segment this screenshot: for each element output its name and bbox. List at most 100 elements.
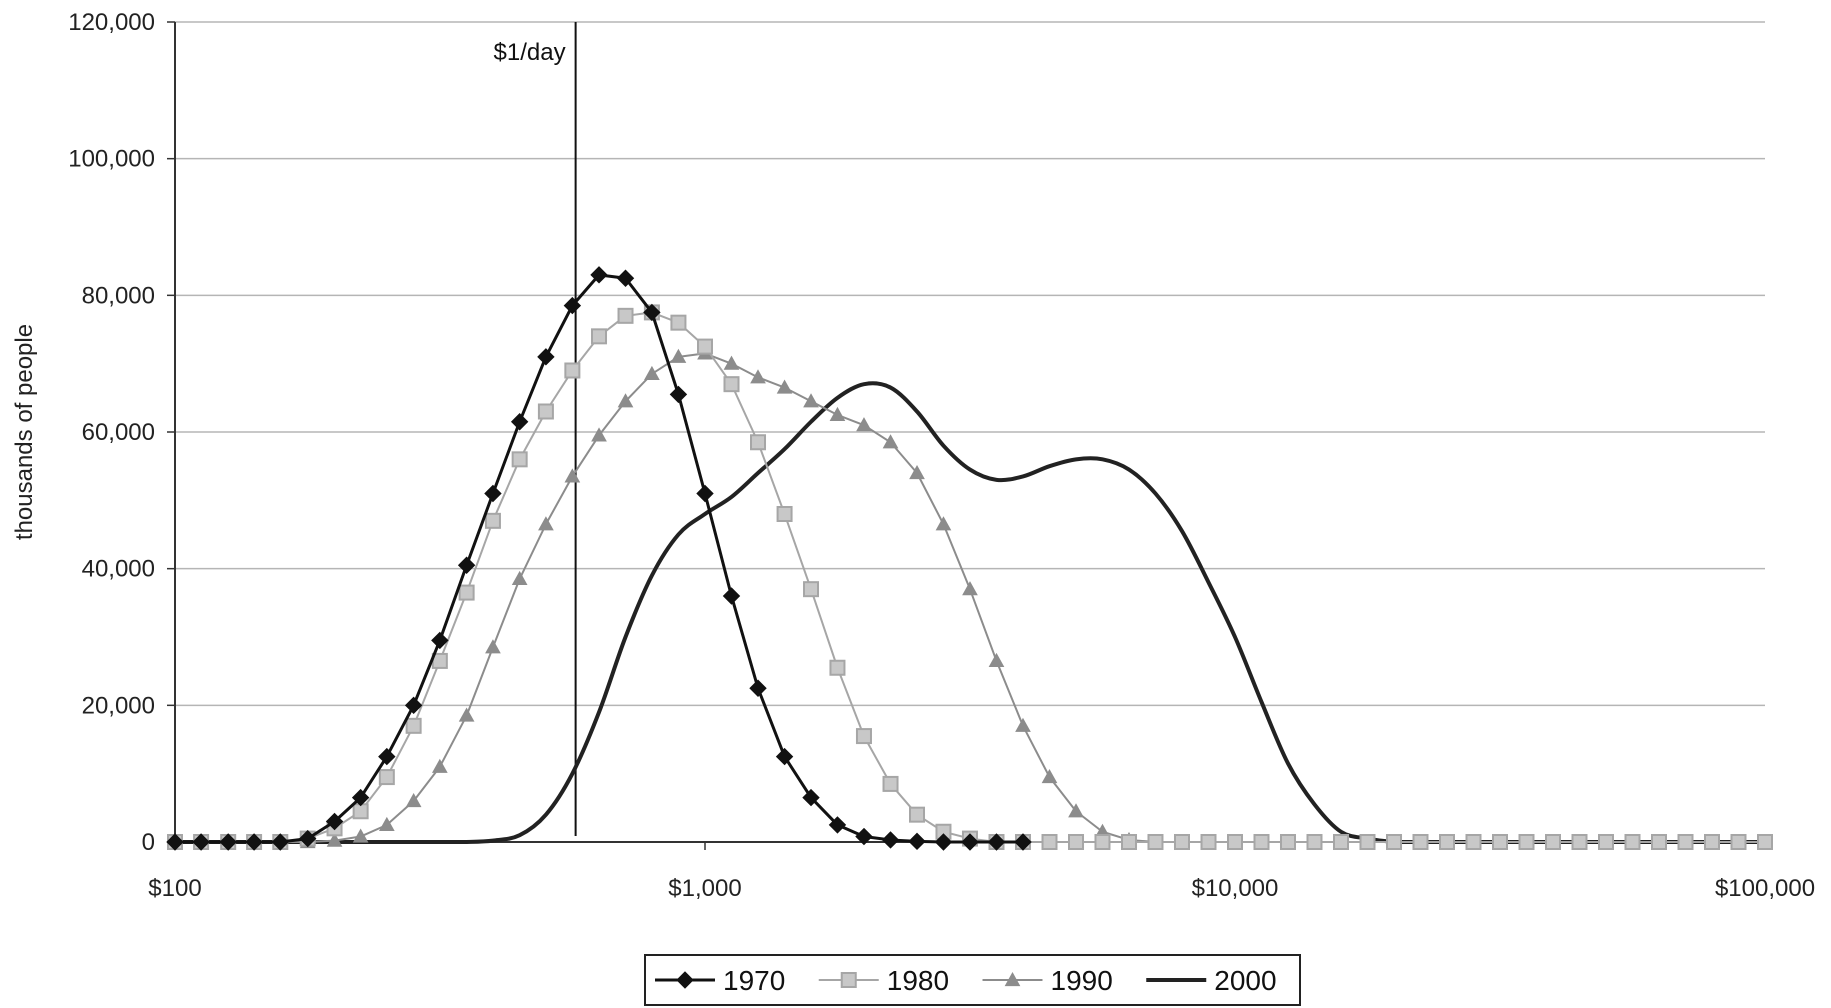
data-point <box>537 403 554 420</box>
data-point <box>1545 834 1562 850</box>
data-point <box>616 269 635 287</box>
y-tick-label: 40,000 <box>82 556 155 583</box>
data-point <box>1730 834 1747 850</box>
data-point <box>669 385 688 404</box>
data-point <box>219 833 237 851</box>
legend-item-1980: 1980 <box>818 965 949 996</box>
data-point <box>750 434 767 451</box>
data-point <box>405 792 422 808</box>
data-point <box>1014 833 1032 851</box>
data-point <box>909 464 925 480</box>
data-point <box>722 587 741 605</box>
data-point <box>1412 834 1429 850</box>
data-point <box>563 296 582 315</box>
series-1970 <box>166 266 1032 851</box>
data-point <box>484 484 502 503</box>
y-tick-label: 100,000 <box>68 146 155 173</box>
data-point <box>564 362 581 379</box>
data-point <box>670 314 687 331</box>
legend-item-2000: 2000 <box>1146 965 1277 996</box>
data-point <box>510 413 529 431</box>
data-point <box>855 728 872 745</box>
data-point <box>1386 834 1403 850</box>
data-point <box>590 266 608 284</box>
data-point <box>1571 834 1588 850</box>
data-point <box>855 827 873 846</box>
data-point <box>352 828 369 843</box>
y-tick-label: 80,000 <box>82 282 155 309</box>
data-point <box>935 516 952 531</box>
data-point <box>485 639 501 654</box>
data-point <box>882 434 899 449</box>
data-point <box>749 679 767 697</box>
data-point <box>431 631 449 650</box>
data-point <box>840 972 857 988</box>
data-point <box>961 833 979 851</box>
data-point <box>457 556 476 574</box>
data-point <box>538 516 554 531</box>
data-point <box>670 348 687 363</box>
data-point <box>828 816 847 834</box>
data-point <box>1492 834 1509 850</box>
gridlines <box>175 21 1765 707</box>
data-point <box>1121 834 1138 850</box>
data-point <box>1624 834 1641 850</box>
data-point <box>1041 834 1058 850</box>
data-point <box>1651 834 1668 850</box>
data-point <box>697 338 713 355</box>
data-point <box>776 379 793 394</box>
legend-label: 2000 <box>1214 965 1276 996</box>
data-point <box>909 806 926 823</box>
data-point <box>511 451 528 468</box>
data-point <box>325 812 344 831</box>
data-point <box>1598 834 1615 850</box>
data-point <box>803 581 820 598</box>
data-point <box>1068 834 1085 850</box>
data-point <box>458 584 475 601</box>
x-tick-label: $100 <box>148 875 201 902</box>
data-point <box>591 427 607 442</box>
data-point <box>1004 971 1021 987</box>
data-point <box>1704 834 1721 850</box>
legend-item-1990: 1990 <box>982 965 1113 996</box>
legend: 1970 1980 1990 2000 <box>644 954 1301 1006</box>
data-point <box>245 833 263 851</box>
data-point <box>723 355 740 370</box>
data-point <box>511 570 528 586</box>
legend-item-1970: 1970 <box>655 965 785 996</box>
data-point <box>1015 717 1031 732</box>
data-point <box>351 788 370 807</box>
data-point <box>934 833 953 851</box>
data-point <box>750 369 766 384</box>
data-point <box>775 747 794 766</box>
data-point <box>856 417 872 432</box>
data-point <box>378 747 396 766</box>
data-point <box>617 393 634 408</box>
data-point <box>908 832 926 851</box>
data-point <box>643 303 661 322</box>
data-point <box>405 717 422 734</box>
tick-labels: 0 20,000 40,000 60,000 80,000 100,000 120,000 $… <box>68 9 1815 902</box>
data-point <box>564 468 581 483</box>
y-tick-label: 60,000 <box>82 419 155 446</box>
y-tick-label: 120,000 <box>68 9 155 36</box>
data-point <box>829 659 846 676</box>
data-point <box>676 971 694 989</box>
data-point <box>537 348 555 366</box>
y-tick-label: 20,000 <box>82 692 155 719</box>
data-point <box>988 652 1005 668</box>
data-point <box>1518 834 1535 850</box>
data-point <box>987 833 1006 851</box>
data-point <box>1200 834 1217 850</box>
data-point <box>431 758 448 773</box>
data-point <box>723 376 740 393</box>
x-tick-label: $10,000 <box>1192 875 1279 902</box>
data-point <box>1227 834 1243 850</box>
x-tick-label: $1,000 <box>668 875 741 902</box>
data-point <box>803 393 819 408</box>
data-point <box>458 707 475 722</box>
data-point <box>1306 834 1323 850</box>
data-point <box>591 328 608 345</box>
legend-label: 1980 <box>887 965 949 996</box>
x-tick-label: $100,000 <box>1715 875 1815 902</box>
